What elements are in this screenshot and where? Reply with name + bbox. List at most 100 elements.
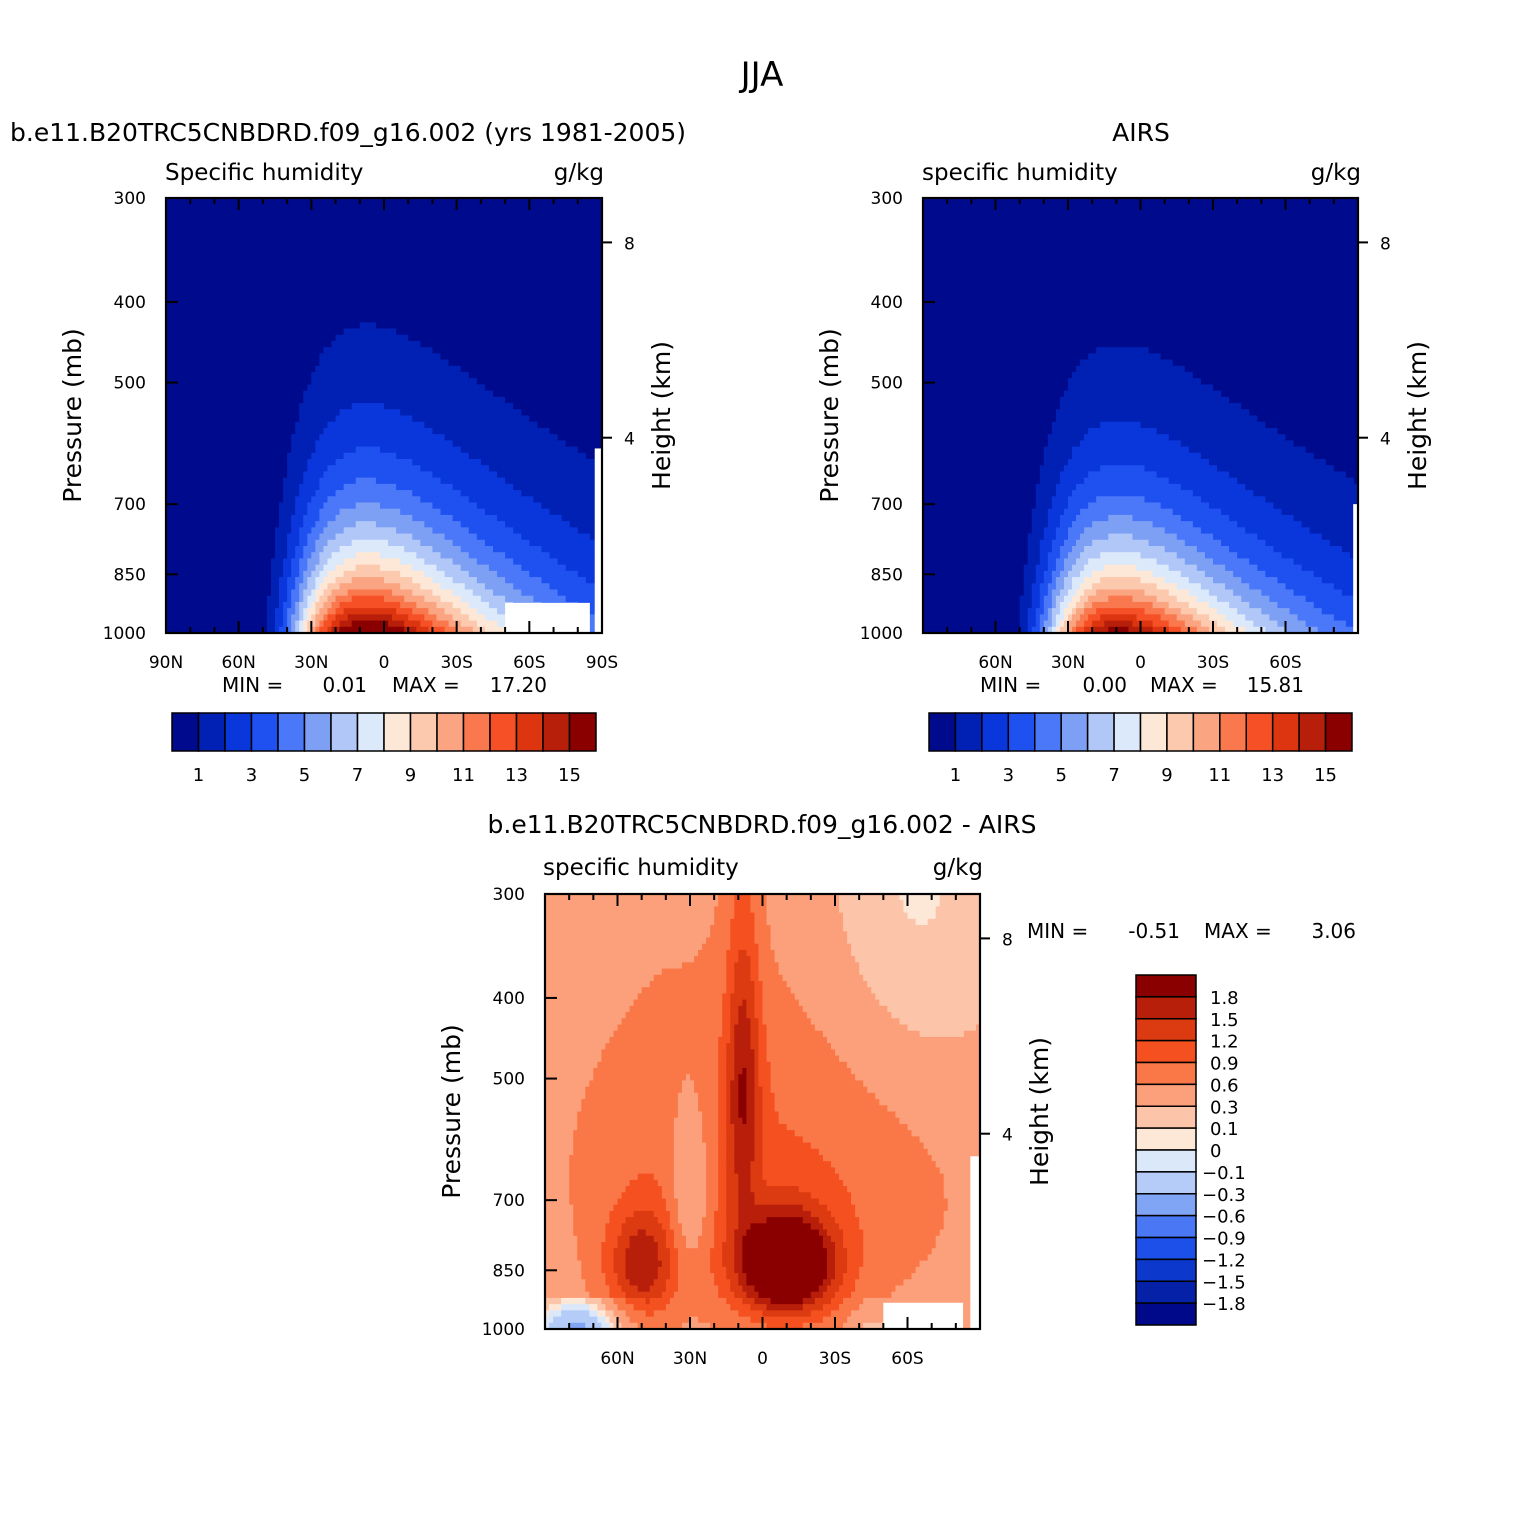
contour-cell: [182, 291, 187, 298]
contour-cell: [239, 459, 244, 466]
contour-cell: [485, 422, 490, 429]
contour-cell: [457, 434, 462, 441]
contour-cell: [360, 217, 365, 224]
contour-cell: [223, 223, 228, 230]
contour-cell: [364, 459, 369, 466]
contour-cell: [392, 235, 397, 242]
contour-cell: [481, 335, 486, 342]
contour-cell: [566, 459, 571, 466]
contour-cell: [537, 391, 542, 398]
contour-cell: [178, 322, 183, 329]
contour-cell: [489, 428, 494, 435]
contour-cell: [255, 260, 260, 267]
contour-cell: [465, 217, 470, 224]
contour-cell: [214, 297, 219, 304]
contour-cell: [332, 329, 337, 336]
contour-cell: [190, 440, 195, 447]
contour-cell: [521, 229, 526, 236]
contour-cell: [517, 297, 522, 304]
contour-cell: [231, 242, 236, 249]
contour-cell: [541, 453, 546, 460]
contour-cell: [267, 204, 272, 211]
contour-cell: [505, 459, 510, 466]
contour-cell: [348, 235, 353, 242]
contour-cell: [307, 378, 312, 385]
contour-cell: [537, 347, 542, 354]
contour-cell: [291, 378, 296, 385]
contour-cell: [327, 459, 332, 466]
contour-cell: [364, 335, 369, 342]
contour-cell: [247, 260, 252, 267]
contour-cell: [283, 248, 288, 255]
contour-cell: [291, 341, 296, 348]
contour-cell: [368, 409, 373, 416]
contour-cell: [473, 316, 478, 323]
contour-cell: [469, 254, 474, 261]
contour-cell: [416, 459, 421, 466]
contour-cell: [190, 235, 195, 242]
contour-cell: [210, 391, 215, 398]
contour-cell: [457, 217, 462, 224]
contour-cell: [170, 335, 175, 342]
contour-cell: [376, 471, 381, 478]
contour-cell: [477, 347, 482, 354]
contour-cell: [231, 260, 236, 267]
contour-cell: [303, 254, 308, 261]
model-min-value: 0.01: [322, 673, 367, 697]
contour-cell: [453, 223, 458, 230]
contour-cell: [194, 210, 199, 217]
contour-cell: [485, 459, 490, 466]
contour-cell: [388, 310, 393, 317]
contour-cell: [372, 422, 377, 429]
contour-cell: [372, 217, 377, 224]
contour-cell: [368, 434, 373, 441]
contour-cell: [344, 372, 349, 379]
contour-cell: [182, 416, 187, 423]
contour-cell: [521, 223, 526, 230]
contour-cell: [190, 353, 195, 360]
contour-cell: [412, 322, 417, 329]
contour-cell: [247, 422, 252, 429]
contour-cell: [533, 403, 538, 410]
contour-cell: [170, 266, 175, 273]
contour-cell: [182, 204, 187, 211]
contour-cell: [396, 310, 401, 317]
contour-cell: [550, 316, 555, 323]
contour-cell: [214, 353, 219, 360]
contour-cell: [489, 248, 494, 255]
contour-cell: [186, 316, 191, 323]
contour-cell: [525, 478, 530, 485]
contour-cell: [356, 366, 361, 373]
contour-cell: [594, 353, 599, 360]
contour-cell: [469, 204, 474, 211]
contour-cell: [590, 304, 595, 311]
contour-cell: [186, 204, 191, 211]
contour-cell: [206, 384, 211, 391]
contour-cell: [227, 329, 232, 336]
contour-cell: [465, 391, 470, 398]
contour-cell: [574, 440, 579, 447]
contour-cell: [505, 360, 510, 367]
contour-cell: [251, 422, 256, 429]
contour-cell: [182, 428, 187, 435]
contour-cell: [376, 459, 381, 466]
contour-cell: [562, 465, 567, 472]
contour-cell: [259, 285, 264, 292]
contour-cell: [174, 242, 179, 249]
contour-cell: [517, 310, 522, 317]
contour-cell: [178, 229, 183, 236]
contour-cell: [497, 397, 502, 404]
contour-cell: [554, 279, 559, 286]
contour-cell: [578, 285, 583, 292]
contour-cell: [271, 217, 276, 224]
contour-cell: [360, 335, 365, 342]
contour-cell: [295, 329, 300, 336]
contour-cell: [364, 229, 369, 236]
contour-cell: [533, 335, 538, 342]
contour-cell: [291, 229, 296, 236]
contour-cell: [336, 335, 341, 342]
contour-cell: [344, 478, 349, 485]
contour-cell: [210, 242, 215, 249]
contour-cell: [400, 397, 405, 404]
contour-cell: [291, 279, 296, 286]
